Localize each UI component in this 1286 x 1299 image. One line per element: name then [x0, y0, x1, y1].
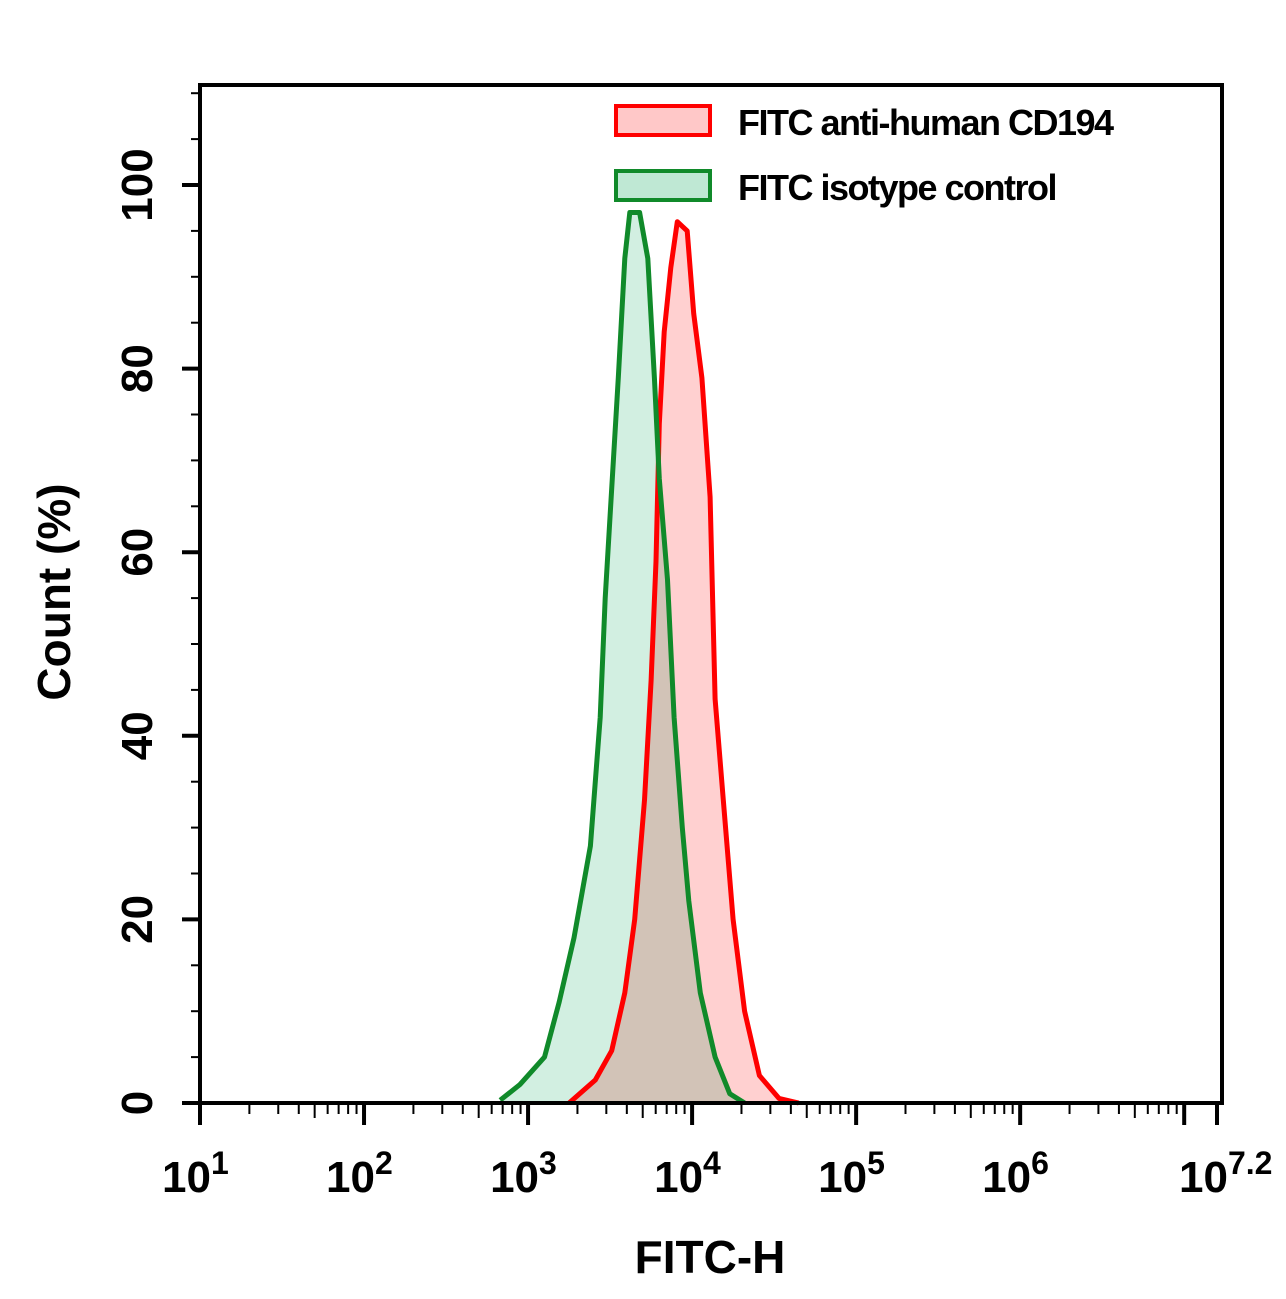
y-axis: 0 20 40 60 80 100 — [113, 92, 200, 1115]
series-fill-1 — [500, 212, 745, 1103]
x-tick-label: 106 — [982, 1145, 1049, 1202]
legend-swatch-cd194 — [614, 104, 712, 137]
y-tick-label: 40 — [113, 711, 162, 760]
x-tick-base: 10 — [1179, 1153, 1228, 1202]
legend-label-cd194: FITC anti-human CD194 — [738, 102, 1114, 143]
series-line-1 — [498, 210, 746, 1106]
x-tick-base: 10 — [982, 1153, 1031, 1202]
x-tick-label: 107.2 — [1179, 1145, 1272, 1202]
x-tick-label: 104 — [654, 1145, 721, 1202]
x-tick-exponent: 2 — [375, 1145, 393, 1181]
x-tick-base: 10 — [490, 1153, 539, 1202]
x-tick-base: 10 — [326, 1153, 375, 1202]
series-line-0 — [567, 219, 800, 1106]
x-tick-exponent: 1 — [211, 1145, 229, 1181]
x-tick-label: 103 — [490, 1145, 557, 1202]
y-tick-label: 60 — [113, 528, 162, 577]
x-tick-label: 102 — [326, 1145, 393, 1202]
x-tick-exponent: 3 — [539, 1145, 557, 1181]
legend-label-isotype: FITC isotype control — [738, 167, 1056, 208]
x-axis-title: FITC-H — [635, 1231, 786, 1283]
x-tick-exponent: 4 — [703, 1145, 721, 1181]
plot-frame — [198, 83, 1224, 1105]
x-axis: 101 102 103 104 105 106 107.2 — [162, 1103, 1272, 1202]
series-layer — [498, 210, 800, 1106]
y-axis-title: Count (%) — [28, 483, 80, 700]
y-tick-label: 0 — [113, 1091, 162, 1115]
x-tick-base: 10 — [162, 1153, 211, 1202]
legend-swatch-isotype — [614, 169, 712, 202]
y-tick-label: 80 — [113, 344, 162, 393]
x-tick-base: 10 — [654, 1153, 703, 1202]
x-tick-exponent: 6 — [1031, 1145, 1049, 1181]
x-tick-base: 10 — [818, 1153, 867, 1202]
x-tick-exponent: 5 — [867, 1145, 885, 1181]
y-tick-label: 20 — [113, 895, 162, 944]
x-tick-exponent: 7.2 — [1228, 1145, 1272, 1181]
legend: FITC anti-human CD194 FITC isotype contr… — [614, 102, 1116, 208]
x-tick-label: 105 — [818, 1145, 885, 1202]
x-tick-label: 101 — [162, 1145, 229, 1202]
series-fill-0 — [569, 221, 799, 1103]
y-tick-label: 100 — [113, 148, 162, 221]
